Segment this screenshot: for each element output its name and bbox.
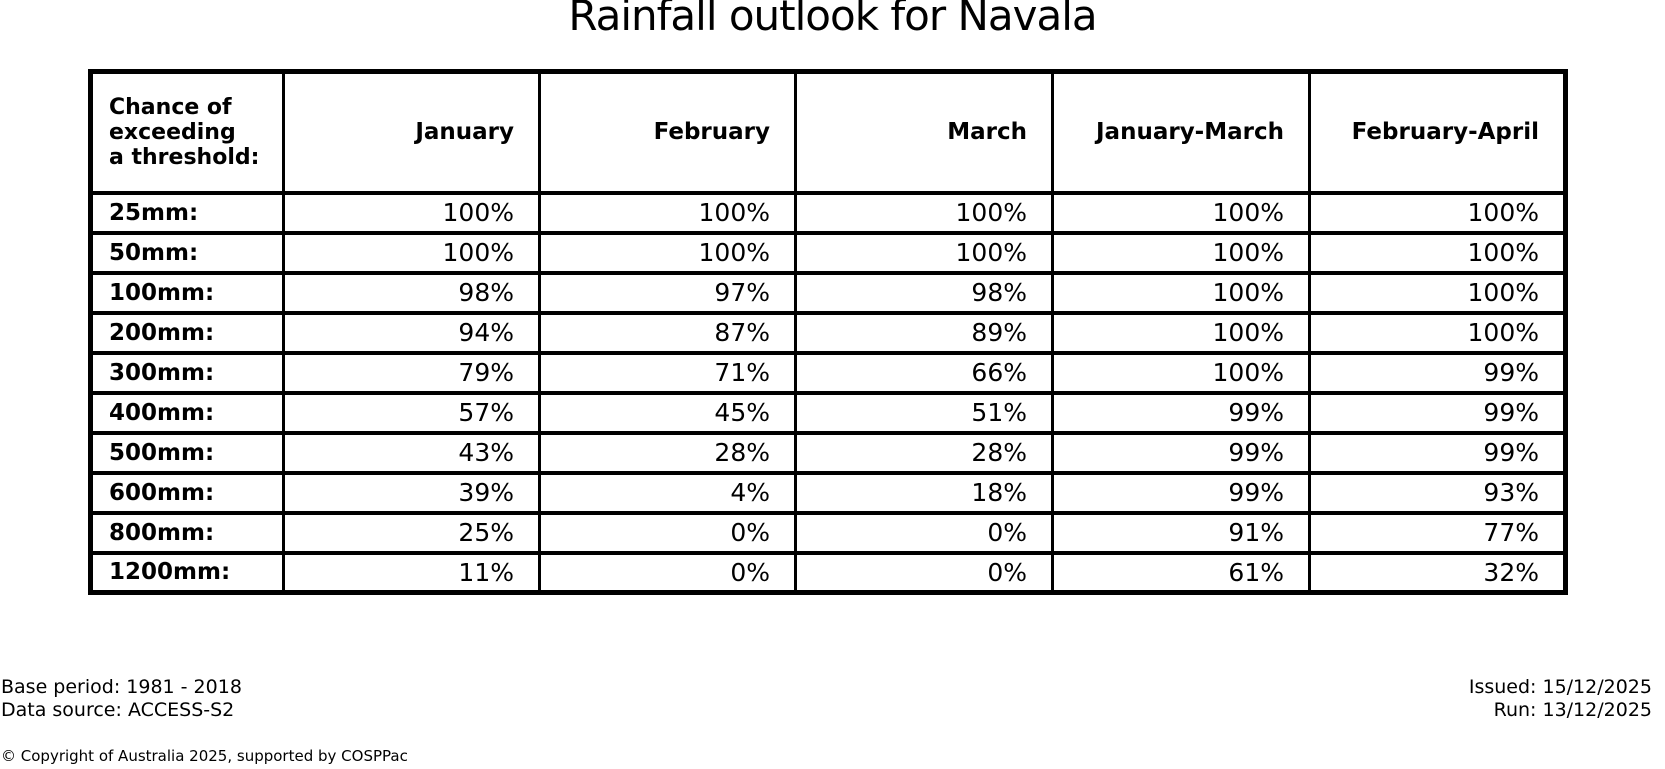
value-cell: 91%	[1051, 510, 1311, 555]
value-cell: 28%	[794, 430, 1054, 475]
table-row: 25mm: 100% 100% 100% 100% 100%	[89, 190, 1567, 235]
footer-left: Base period: 1981 - 2018 Data source: AC…	[1, 676, 242, 722]
value-cell: 61%	[1051, 550, 1311, 595]
column-header-february-april: February-April	[1308, 70, 1567, 194]
header-row: Chance of exceeding a threshold: January…	[89, 70, 1567, 194]
value-cell: 0%	[538, 550, 797, 595]
table-row: 600mm: 39% 4% 18% 99% 93%	[89, 470, 1567, 515]
value-cell: 99%	[1051, 390, 1311, 435]
row-label: 300mm:	[89, 350, 285, 395]
column-header-march: March	[794, 70, 1054, 194]
value-cell: 98%	[282, 270, 541, 315]
table-row: 300mm: 79% 71% 66% 100% 99%	[89, 350, 1567, 395]
row-label: 800mm:	[89, 510, 285, 555]
page-title: Rainfall outlook for Navala	[568, 0, 1097, 40]
value-cell: 32%	[1308, 550, 1567, 595]
row-label: 500mm:	[89, 430, 285, 475]
value-cell: 99%	[1308, 430, 1567, 475]
table-row: 500mm: 43% 28% 28% 99% 99%	[89, 430, 1567, 475]
value-cell: 100%	[1051, 190, 1311, 235]
column-header-january-march: January-March	[1051, 70, 1311, 194]
value-cell: 0%	[794, 510, 1054, 555]
value-cell: 99%	[1308, 350, 1567, 395]
row-label: 200mm:	[89, 310, 285, 355]
run-date-text: Run: 13/12/2025	[1493, 699, 1652, 721]
value-cell: 100%	[1051, 270, 1311, 315]
value-cell: 87%	[538, 310, 797, 355]
row-label: 50mm:	[89, 230, 285, 275]
value-cell: 100%	[794, 190, 1054, 235]
value-cell: 98%	[794, 270, 1054, 315]
value-cell: 100%	[1308, 230, 1567, 275]
value-cell: 97%	[538, 270, 797, 315]
row-label: 25mm:	[89, 190, 285, 235]
rainfall-outlook-table: Chance of exceeding a threshold: January…	[88, 69, 1568, 595]
value-cell: 39%	[282, 470, 541, 515]
value-cell: 100%	[1051, 350, 1311, 395]
value-cell: 99%	[1051, 470, 1311, 515]
row-label: 600mm:	[89, 470, 285, 515]
value-cell: 51%	[794, 390, 1054, 435]
value-cell: 25%	[282, 510, 541, 555]
row-label: 100mm:	[89, 270, 285, 315]
value-cell: 100%	[1308, 310, 1567, 355]
value-cell: 100%	[538, 190, 797, 235]
value-cell: 43%	[282, 430, 541, 475]
value-cell: 28%	[538, 430, 797, 475]
value-cell: 99%	[1051, 430, 1311, 475]
corner-header: Chance of exceeding a threshold:	[89, 70, 285, 194]
value-cell: 100%	[282, 190, 541, 235]
value-cell: 100%	[1308, 270, 1567, 315]
value-cell: 100%	[1051, 310, 1311, 355]
value-cell: 94%	[282, 310, 541, 355]
value-cell: 93%	[1308, 470, 1567, 515]
value-cell: 11%	[282, 550, 541, 595]
table-row: 100mm: 98% 97% 98% 100% 100%	[89, 270, 1567, 315]
row-label: 1200mm:	[89, 550, 285, 595]
copyright-text: © Copyright of Australia 2025, supported…	[1, 747, 408, 765]
issued-date-text: Issued: 15/12/2025	[1468, 676, 1652, 698]
footer-right: Issued: 15/12/2025 Run: 13/12/2025	[1469, 676, 1652, 722]
value-cell: 18%	[794, 470, 1054, 515]
row-label: 400mm:	[89, 390, 285, 435]
value-cell: 77%	[1308, 510, 1567, 555]
value-cell: 57%	[282, 390, 541, 435]
table-row: 400mm: 57% 45% 51% 99% 99%	[89, 390, 1567, 435]
column-header-february: February	[538, 70, 797, 194]
column-header-january: January	[282, 70, 541, 194]
value-cell: 45%	[538, 390, 797, 435]
value-cell: 89%	[794, 310, 1054, 355]
value-cell: 100%	[282, 230, 541, 275]
data-source-text: Data source: ACCESS-S2	[1, 699, 235, 721]
table-row: 800mm: 25% 0% 0% 91% 77%	[89, 510, 1567, 555]
value-cell: 100%	[1308, 190, 1567, 235]
value-cell: 100%	[794, 230, 1054, 275]
value-cell: 71%	[538, 350, 797, 395]
value-cell: 66%	[794, 350, 1054, 395]
value-cell: 100%	[1051, 230, 1311, 275]
table-row: 50mm: 100% 100% 100% 100% 100%	[89, 230, 1567, 275]
value-cell: 4%	[538, 470, 797, 515]
value-cell: 0%	[794, 550, 1054, 595]
base-period-text: Base period: 1981 - 2018	[1, 676, 242, 698]
value-cell: 100%	[538, 230, 797, 275]
table-row: 200mm: 94% 87% 89% 100% 100%	[89, 310, 1567, 355]
value-cell: 79%	[282, 350, 541, 395]
table-row: 1200mm: 11% 0% 0% 61% 32%	[89, 550, 1567, 595]
value-cell: 0%	[538, 510, 797, 555]
value-cell: 99%	[1308, 390, 1567, 435]
